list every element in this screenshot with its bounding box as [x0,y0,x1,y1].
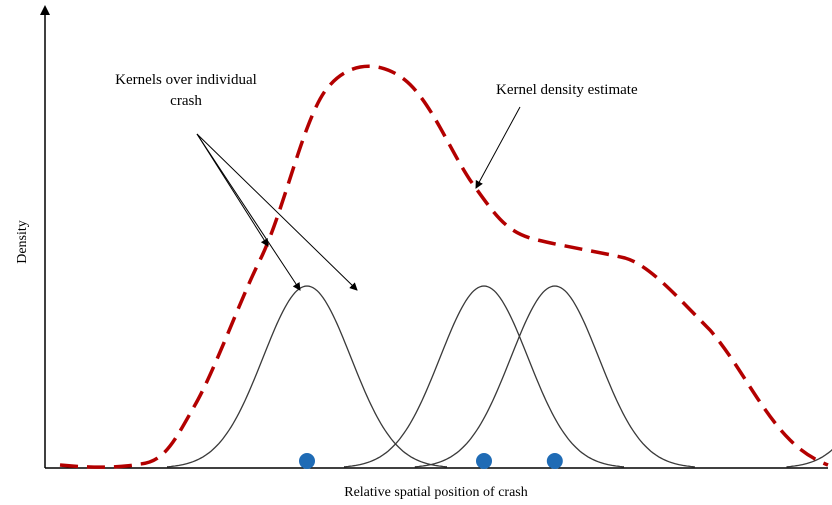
kernels-arrow-1 [196,133,301,291]
kde-label: Kernel density estimate [496,82,638,98]
kde-curve [59,64,829,469]
kernels-label-line1: Kernels over individual [115,72,257,88]
kernel-curve-1 [166,285,448,468]
kernels-label-line2: crash [170,93,202,109]
crash-point-2 [476,453,492,469]
kde-arrow [475,106,521,189]
kernels-arrow-2 [196,133,269,247]
x-axis-label: Relative spatial position of crash [344,485,528,500]
crash-point-3 [546,453,563,469]
kernel-curve-4 [786,448,832,468]
kernels-arrow-3 [196,133,358,291]
crash-points [299,453,563,469]
y-axis-label: Density [15,220,30,264]
kernel-curve-2 [343,285,625,468]
kernel-curves [166,285,832,468]
kernel-curve-3 [414,285,695,468]
crash-point-1 [299,453,315,469]
